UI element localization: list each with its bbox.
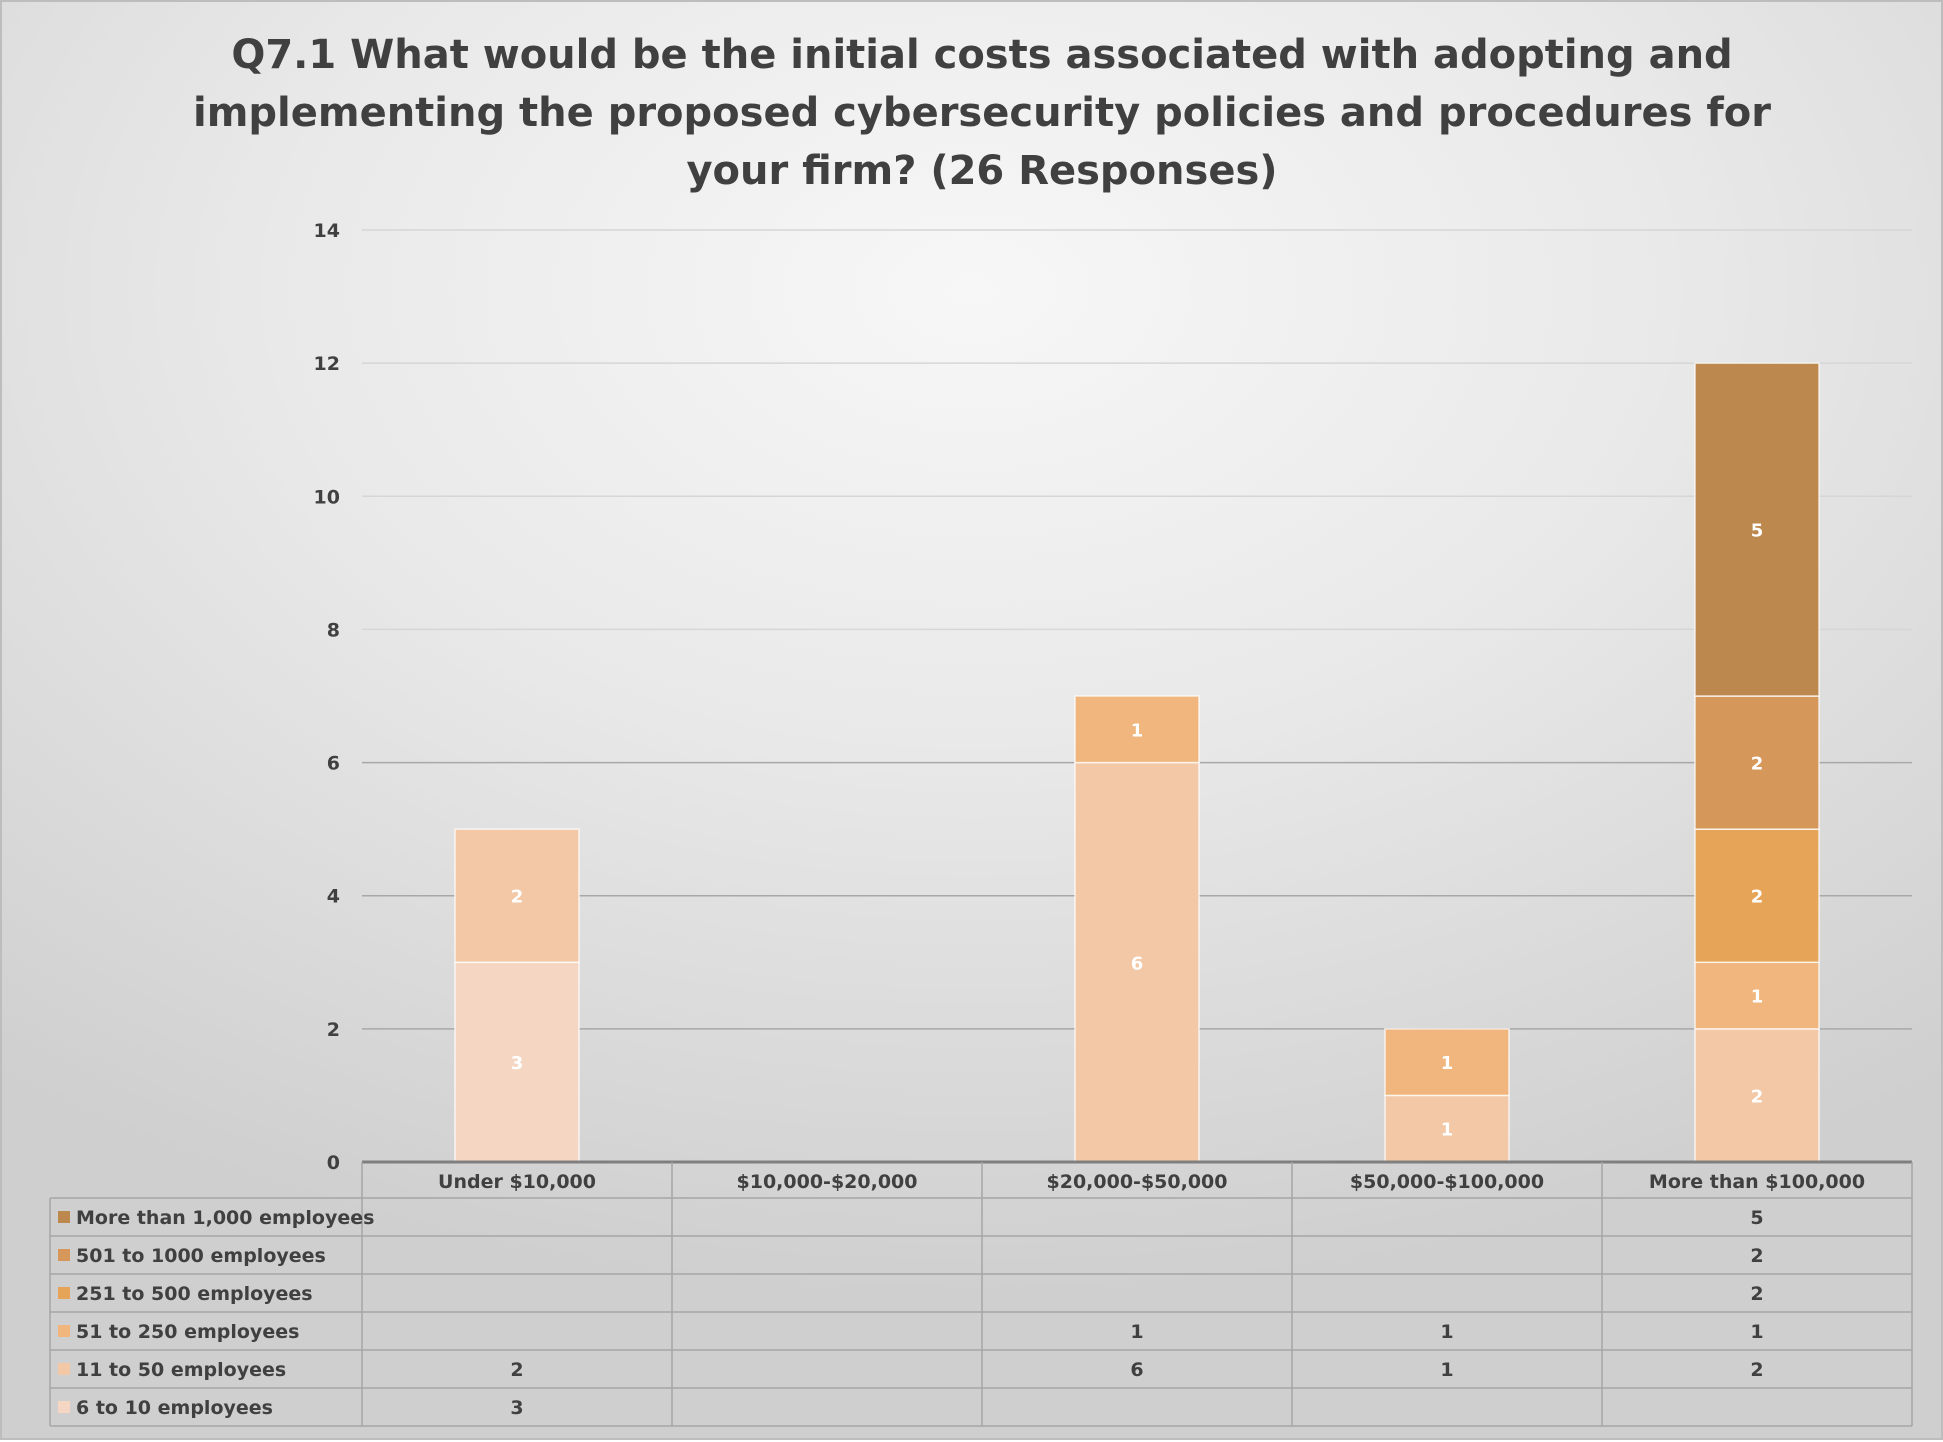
- y-tick-label-0: 0: [327, 1152, 340, 1174]
- y-tick-label-12: 12: [314, 353, 340, 375]
- legend-swatch-1: [58, 1249, 70, 1261]
- gridlines: [362, 229, 1912, 1030]
- data-label-3-2: 1: [1441, 1053, 1454, 1074]
- bar-segment-0-1: [454, 828, 580, 964]
- bar-segment-0-0: [454, 961, 580, 1163]
- y-tick-label-10: 10: [314, 486, 340, 508]
- data-label-4-2: 1: [1751, 987, 1764, 1008]
- table-cell-3-3: 1: [1440, 1321, 1453, 1343]
- bar-segment-2-1: [1074, 761, 1200, 1163]
- y-tick-label-4: 4: [327, 886, 340, 908]
- legend-label-1: 501 to 1000 employees: [76, 1245, 326, 1267]
- bar-segment-4-1: [1694, 1028, 1820, 1163]
- data-label-2-1: 6: [1131, 953, 1144, 974]
- y-tick-label-14: 14: [314, 220, 340, 242]
- y-tick-label-2: 2: [327, 1019, 340, 1041]
- data-table: Under $10,000 $10,000-$20,000 $20,000-$50,…: [49, 1160, 1913, 1427]
- legend-swatch-0: [58, 1211, 70, 1223]
- bar-segment-2-2: [1074, 695, 1200, 764]
- table-cell-3-2: 1: [1130, 1321, 1143, 1343]
- y-axis-ticks: 0 2 4 6 8 10 12 14: [314, 220, 340, 1174]
- table-cell-3-4: 1: [1750, 1321, 1763, 1343]
- bar-segment-3-1: [1384, 1094, 1510, 1163]
- chart-title: Q7.1 What would be the initial costs ass…: [193, 32, 1771, 194]
- data-label-4-4: 2: [1751, 754, 1764, 775]
- table-cell-4-3: 1: [1440, 1359, 1453, 1381]
- legend-swatch-5: [58, 1401, 70, 1413]
- legend-label-0: More than 1,000 employees: [76, 1207, 374, 1229]
- legend-swatch-2: [58, 1287, 70, 1299]
- category-label-1: $10,000-$20,000: [737, 1171, 918, 1193]
- category-label-3: $50,000-$100,000: [1350, 1171, 1544, 1193]
- y-tick-label-8: 8: [327, 619, 340, 641]
- bar-segment-3-2: [1384, 1028, 1510, 1097]
- category-label-4: More than $100,000: [1649, 1171, 1865, 1193]
- legend-swatch-3: [58, 1325, 70, 1337]
- bar-segment-4-3: [1694, 828, 1820, 964]
- bar-segment-4-2: [1694, 961, 1820, 1030]
- legend-label-4: 11 to 50 employees: [76, 1359, 286, 1381]
- legend-swatch-4: [58, 1363, 70, 1375]
- table-cell-0-4: 5: [1750, 1207, 1763, 1229]
- legend-label-3: 51 to 250 employees: [76, 1321, 299, 1343]
- bar-segment-4-5: [1694, 362, 1820, 697]
- data-label-4-1: 2: [1751, 1086, 1764, 1107]
- bars: 3 2 6 1 1 1 2 1 2 2 5: [454, 362, 1820, 1163]
- data-label-4-5: 5: [1751, 521, 1764, 542]
- category-label-0: Under $10,000: [438, 1171, 596, 1193]
- data-label-0-1: 2: [511, 887, 524, 908]
- legend-label-2: 251 to 500 employees: [76, 1283, 313, 1305]
- data-label-4-3: 2: [1751, 887, 1764, 908]
- table-cell-1-4: 2: [1750, 1245, 1763, 1267]
- category-label-2: $20,000-$50,000: [1047, 1171, 1228, 1193]
- y-tick-label-6: 6: [327, 753, 340, 775]
- table-cell-4-2: 6: [1130, 1359, 1143, 1381]
- data-label-0-0: 3: [511, 1053, 524, 1074]
- legend-label-5: 6 to 10 employees: [76, 1397, 273, 1419]
- table-cell-5-0: 3: [510, 1397, 523, 1419]
- bar-segment-4-4: [1694, 695, 1820, 830]
- table-cell-2-4: 2: [1750, 1283, 1763, 1305]
- data-label-2-2: 1: [1131, 720, 1144, 741]
- table-cell-4-0: 2: [510, 1359, 523, 1381]
- table-cell-4-4: 2: [1750, 1359, 1763, 1381]
- data-label-3-1: 1: [1441, 1120, 1454, 1141]
